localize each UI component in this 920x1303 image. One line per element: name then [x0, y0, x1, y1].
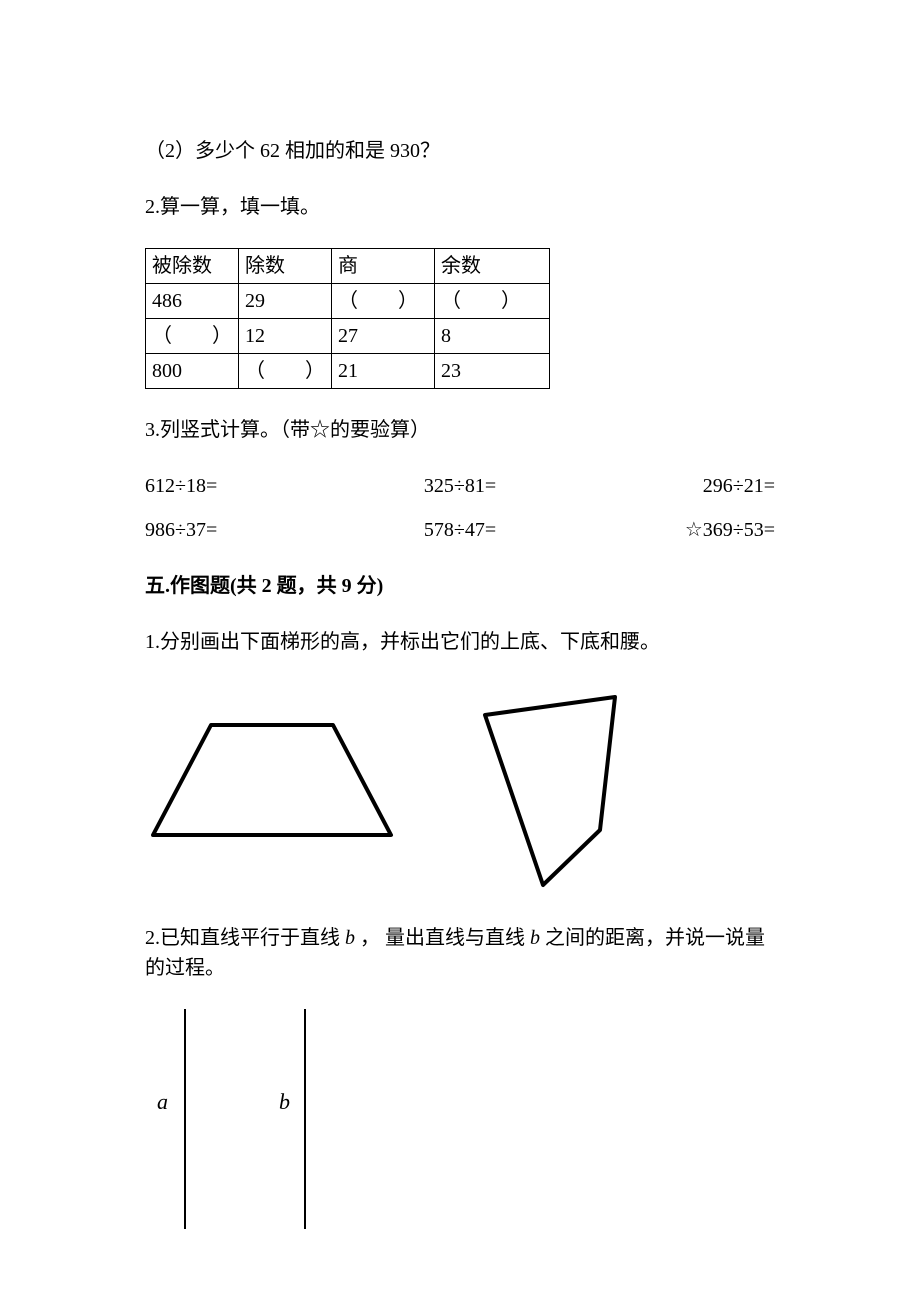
equation: ☆369÷53= — [565, 515, 775, 545]
label-a: a — [157, 1089, 168, 1114]
cell: （ ） — [239, 354, 332, 389]
equation-row-1: 612÷18= 325÷81= 296÷21= — [145, 471, 775, 501]
parallel-lines-figure: a b — [145, 1009, 775, 1229]
section-5-q1-text: 1.分别画出下面梯形的高，并标出它们的上底、下底和腰。 — [145, 631, 660, 653]
trapezoid-figures — [145, 685, 775, 895]
trapezoid-left — [145, 685, 405, 875]
question-1-2: （2）多少个 62 相加的和是 930？ — [145, 136, 775, 166]
section-5-heading: 五.作图题(共 2 题，共 9 分) — [145, 571, 775, 601]
cell: （ ） — [435, 284, 550, 319]
cell: 8 — [435, 319, 550, 354]
th-quotient: 商 — [332, 249, 435, 284]
section-5-text: 五.作图题(共 2 题，共 9 分) — [145, 575, 383, 597]
division-table: 被除数 除数 商 余数 486 29 （ ） （ ） （ ） 12 27 8 8… — [145, 248, 775, 389]
question-3-prompt: 3.列竖式计算。（带☆的要验算） — [145, 415, 775, 445]
trapezoid-right — [455, 685, 655, 895]
cell: 12 — [239, 319, 332, 354]
cell: （ ） — [146, 319, 239, 354]
equation: 612÷18= — [145, 471, 355, 501]
equation-row-2: 986÷37= 578÷47= ☆369÷53= — [145, 515, 775, 545]
cell: 800 — [146, 354, 239, 389]
equation: 578÷47= — [355, 515, 565, 545]
parallel-lines-svg: a b — [145, 1009, 365, 1229]
table-row: （ ） 12 27 8 — [146, 319, 550, 354]
equation: 325÷81= — [355, 471, 565, 501]
section-5-q2-prompt: 2.已知直线平行于直线 b ， 量出直线与直线 b 之间的距离，并说一说量的过程… — [145, 923, 775, 983]
equation: 296÷21= — [565, 471, 775, 501]
table: 被除数 除数 商 余数 486 29 （ ） （ ） （ ） 12 27 8 8… — [145, 248, 550, 389]
section-5-q1-prompt: 1.分别画出下面梯形的高，并标出它们的上底、下底和腰。 — [145, 627, 775, 657]
question-1-2-text: （2）多少个 62 相加的和是 930？ — [145, 140, 440, 162]
equation: 986÷37= — [145, 515, 355, 545]
cell: 23 — [435, 354, 550, 389]
label-b: b — [279, 1089, 290, 1114]
table-header-row: 被除数 除数 商 余数 — [146, 249, 550, 284]
s5q2-part1: 2.已知直线平行于直线 — [145, 927, 345, 949]
table-row: 486 29 （ ） （ ） — [146, 284, 550, 319]
cell: 21 — [332, 354, 435, 389]
cell: 27 — [332, 319, 435, 354]
question-2-text: 2.算一算，填一填。 — [145, 196, 320, 218]
question-3-text: 3.列竖式计算。（带☆的要验算） — [145, 419, 430, 441]
th-divisor: 除数 — [239, 249, 332, 284]
s5q2-b1: b — [345, 927, 355, 949]
s5q2-part2: ， 量出直线与直线 — [355, 927, 530, 949]
cell: （ ） — [332, 284, 435, 319]
table-row: 800 （ ） 21 23 — [146, 354, 550, 389]
th-dividend: 被除数 — [146, 249, 239, 284]
s5q2-b2: b — [530, 927, 540, 949]
th-remainder: 余数 — [435, 249, 550, 284]
cell: 486 — [146, 284, 239, 319]
question-2-prompt: 2.算一算，填一填。 — [145, 192, 775, 222]
cell: 29 — [239, 284, 332, 319]
